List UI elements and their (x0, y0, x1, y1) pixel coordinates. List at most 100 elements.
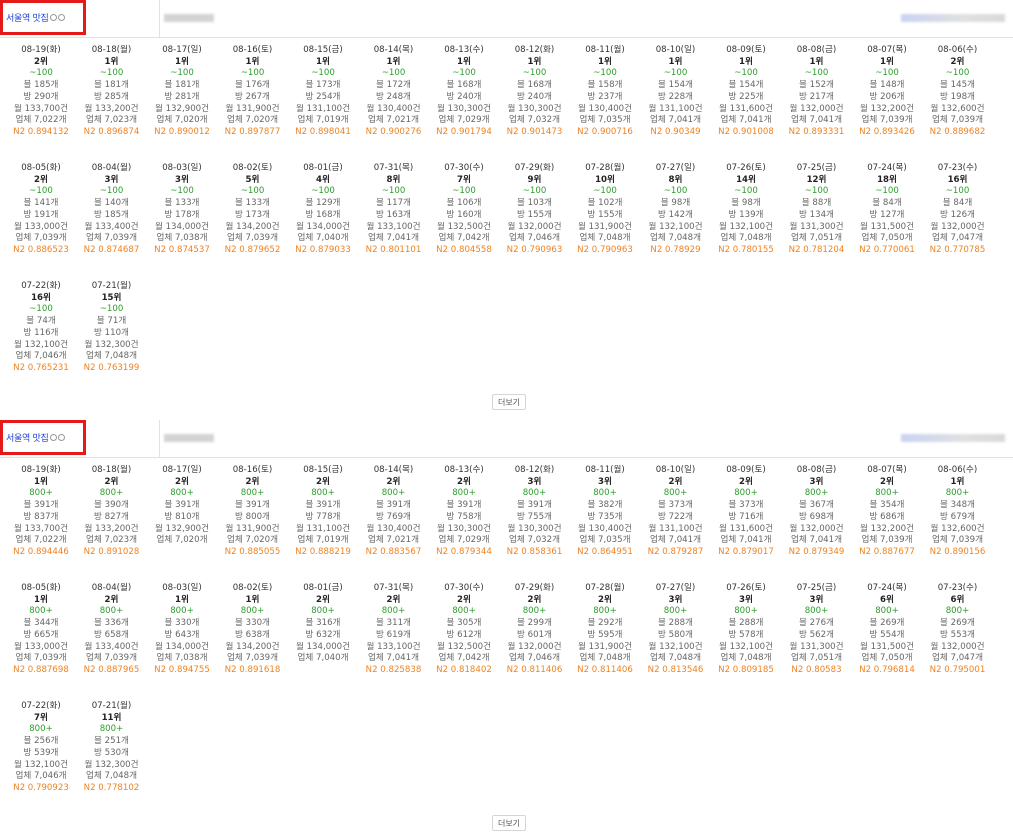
cell-cafe-count: 방 155개 (517, 209, 552, 220)
cell-monthly-count: 월 133,000건 (13, 221, 69, 232)
cell-date: 07-23(수) (937, 583, 978, 593)
day-cell: 08-06(수) 2위 ~100 블 145개 방 198개 월 132,600건 업체 7… (923, 45, 993, 139)
cell-rank: 6위 (880, 594, 894, 605)
cell-date: 07-27(일) (655, 163, 696, 173)
cell-date: 07-30(수) (444, 163, 484, 173)
cell-blog-count: 블 106개 (446, 198, 482, 209)
cell-rank: 4위 (316, 174, 330, 185)
cell-volume: ~100 (240, 186, 265, 197)
cell-cafe-count: 방 185개 (94, 209, 129, 220)
cell-n2-score: N2 0.879652 (224, 244, 281, 255)
keyword-label[interactable]: 서울역 맛집 (6, 434, 49, 444)
cell-business-count: 업체 7,035개 (579, 115, 631, 126)
cell-volume: 800+ (945, 606, 970, 617)
keyword-label[interactable]: 서울역 맛집 (6, 14, 49, 24)
cell-blog-count: 블 382개 (587, 500, 623, 511)
cell-business-count: 업체 7,041개 (649, 115, 702, 126)
cell-volume: ~100 (311, 186, 335, 197)
cell-business-count: 업체 7,047개 (931, 653, 984, 664)
cell-blog-count: 블 311개 (376, 618, 411, 629)
cell-n2-score: N2 0.898041 (295, 126, 351, 137)
cell-n2-score: N2 0.888219 (295, 546, 351, 557)
cell-blog-count: 블 269개 (869, 618, 905, 629)
cell-n2-score: N2 0.770785 (929, 244, 986, 255)
cell-n2-score: N2 0.818402 (436, 664, 492, 675)
cell-volume: 800+ (311, 488, 335, 499)
cell-rank: 1위 (386, 56, 401, 67)
cell-volume: ~100 (99, 304, 124, 315)
more-button[interactable]: 더보기 (492, 394, 526, 410)
day-cell: 07-26(토) 14위 ~100 블 98개 방 139개 월 132,100건 업체 7… (711, 163, 781, 257)
cell-cafe-count: 방 160개 (446, 209, 482, 220)
cell-n2-score: N2 0.887698 (13, 664, 69, 675)
info-icon[interactable] (50, 14, 58, 21)
day-cell: 08-18(월) 2위 800+ 블 390개 방 827개 월 133,200건 업체 7… (77, 465, 147, 559)
cell-cafe-count: 방 163개 (376, 209, 411, 220)
cell-rank: 2위 (175, 476, 189, 487)
cell-business-count: 업체 7,032개 (508, 115, 561, 126)
redacted-text (164, 14, 214, 22)
cell-monthly-count: 월 134,200건 (225, 221, 280, 232)
cell-business-count: 업체 7,051개 (790, 653, 843, 664)
cell-monthly-count: 월 131,900건 (577, 641, 633, 652)
cell-date: 08-19(화) (21, 465, 61, 475)
cell-volume: ~100 (452, 68, 476, 79)
cell-volume: 800+ (29, 606, 53, 617)
cell-date: 08-06(수) (937, 465, 978, 475)
cell-rank: 1위 (950, 476, 965, 487)
cell-blog-count: 블 181개 (94, 80, 129, 91)
cell-blog-count: 블 391개 (376, 500, 411, 511)
cell-monthly-count: 월 131,100건 (648, 523, 703, 534)
cell-monthly-count: 월 130,300건 (507, 103, 562, 114)
cell-monthly-count: 월 131,500건 (859, 221, 915, 232)
cell-date: 08-13(수) (444, 45, 484, 55)
cell-blog-count: 블 305개 (446, 618, 482, 629)
cell-n2-score: N2 0.879344 (436, 546, 492, 557)
cell-monthly-count: 월 131,100건 (648, 103, 703, 114)
cell-cafe-count: 방 595개 (587, 629, 623, 640)
cell-rank: 2위 (880, 476, 894, 487)
day-cell: 08-14(목) 1위 ~100 블 172개 방 248개 월 130,400건 업체 7… (359, 45, 429, 139)
cell-n2-score: N2 0.811406 (506, 664, 563, 675)
cell-cafe-count: 방 285개 (94, 91, 129, 102)
cell-n2-score: N2 0.890156 (929, 546, 986, 557)
cell-business-count: 업체 7,051개 (790, 233, 843, 244)
keyword-highlight-box: 서울역 맛집 (0, 0, 86, 35)
cell-date: 08-18(월) (91, 465, 132, 475)
more-button[interactable]: 더보기 (492, 815, 526, 831)
cell-rank: 8위 (386, 174, 401, 185)
settings-icon[interactable] (58, 434, 66, 441)
cell-n2-score: N2 0.813546 (647, 664, 704, 675)
cell-n2-score: N2 0.864951 (577, 546, 633, 557)
cell-cafe-count: 방 290개 (23, 91, 59, 102)
cell-business-count: 업체 7,039개 (15, 653, 67, 664)
cell-business-count: 업체 7,039개 (15, 233, 67, 244)
cell-cafe-count: 방 578개 (728, 629, 764, 640)
header-divider (159, 0, 160, 38)
cell-business-count: 업체 7,029개 (438, 535, 490, 546)
cell-monthly-count: 월 132,100건 (648, 641, 703, 652)
cell-cafe-count: 방 127개 (869, 209, 905, 220)
cell-cafe-count: 방 643개 (164, 629, 200, 640)
settings-icon[interactable] (58, 14, 66, 21)
info-icon[interactable] (50, 434, 58, 441)
cell-date: 07-22(화) (21, 701, 61, 711)
cell-volume: 800+ (99, 606, 124, 617)
cell-blog-count: 블 391개 (305, 500, 341, 511)
cell-volume: ~100 (945, 186, 970, 197)
cell-volume: 800+ (522, 488, 547, 499)
cell-monthly-count: 월 131,900건 (225, 103, 280, 114)
cell-n2-score: N2 0.858361 (506, 546, 563, 557)
cell-rank: 1위 (457, 56, 471, 67)
cell-cafe-count: 방 178개 (164, 209, 200, 220)
cell-cafe-count: 방 116개 (23, 327, 59, 338)
cell-n2-score: N2 0.804558 (436, 244, 492, 255)
cell-monthly-count: 월 130,400건 (366, 103, 421, 114)
cell-business-count: 업체 7,020개 (226, 535, 279, 546)
cell-blog-count: 블 391개 (235, 500, 270, 511)
cell-date: 08-02(토) (232, 163, 273, 173)
cell-rank: 14위 (736, 174, 756, 185)
cell-rank: 1위 (34, 476, 48, 487)
cell-date: 07-24(목) (867, 163, 907, 173)
cell-blog-count: 블 390개 (94, 500, 129, 511)
